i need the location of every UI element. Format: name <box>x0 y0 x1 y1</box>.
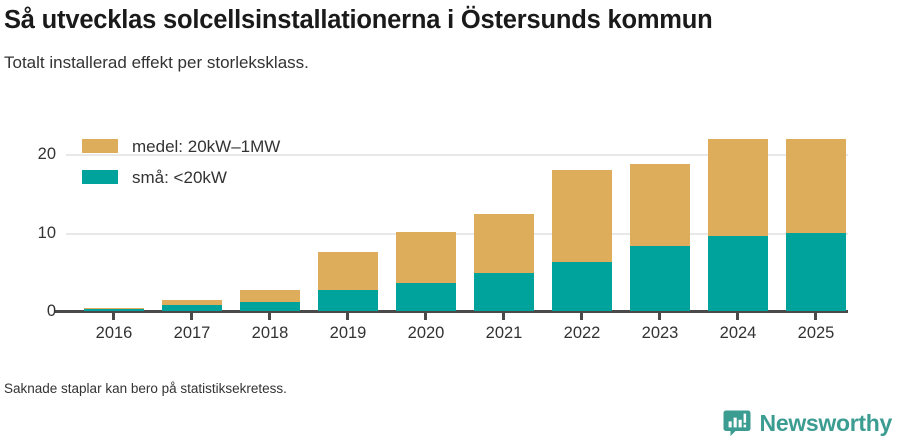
x-tick-mark-2025 <box>814 311 817 320</box>
bar-segment-medium-2020[interactable] <box>396 231 456 283</box>
bar-segment-small-2020[interactable] <box>396 282 456 311</box>
x-tick-label-2018: 2018 <box>251 324 289 342</box>
chart-header: Så utvecklas solcellsinstallationerna i … <box>0 0 900 73</box>
bar-segment-medium-2016[interactable] <box>84 307 144 309</box>
page-title: Så utvecklas solcellsinstallationerna i … <box>4 6 713 34</box>
x-tick-mark-2017 <box>190 311 193 320</box>
bar-segment-small-2017[interactable] <box>162 305 222 311</box>
x-tick-mark-2016 <box>112 311 115 320</box>
x-axis-line <box>54 310 848 313</box>
x-tick-mark-2024 <box>736 311 739 320</box>
x-tick-mark-2020 <box>424 311 427 320</box>
chart-subtitle: Totalt installerad effekt per storlekskl… <box>4 52 309 72</box>
bar-segment-medium-2017[interactable] <box>162 300 222 306</box>
legend-label-small: små: <20kW <box>132 167 227 187</box>
x-tick-label-2016: 2016 <box>95 324 133 342</box>
x-tick-label-2022: 2022 <box>563 324 601 342</box>
bar-segment-medium-2018[interactable] <box>240 289 300 302</box>
plot-grid <box>54 130 848 313</box>
x-tick-label-2019: 2019 <box>329 324 367 342</box>
bar-segment-small-2025[interactable] <box>786 233 846 311</box>
y-tick-label-10: 10 <box>37 224 56 242</box>
bar-series-container <box>66 130 848 311</box>
bar-segment-medium-2025[interactable] <box>786 139 846 234</box>
bar-segment-small-2023[interactable] <box>630 245 690 311</box>
x-tick-label-2021: 2021 <box>485 324 523 342</box>
bar-segment-small-2021[interactable] <box>474 273 534 311</box>
gridline-20 <box>66 154 848 156</box>
gridline-10 <box>66 233 848 235</box>
x-tick-label-2024: 2024 <box>719 324 757 342</box>
x-tick-mark-2021 <box>502 311 505 320</box>
bar-segment-medium-2019[interactable] <box>318 252 378 290</box>
legend-swatch-medium-icon <box>82 139 118 153</box>
x-tick-label-2025: 2025 <box>797 324 835 342</box>
x-tick-mark-2018 <box>268 311 271 320</box>
y-tick-label-0: 0 <box>46 302 56 320</box>
bar-segment-small-2024[interactable] <box>708 235 768 311</box>
bar-segment-medium-2022[interactable] <box>552 169 612 262</box>
brand-wordmark: Newsworthy <box>759 409 893 436</box>
legend-item-small[interactable]: små: <20kW <box>82 165 280 189</box>
x-tick-label-2023: 2023 <box>641 324 679 342</box>
x-axis-labels: 2016 2017 2018 2019 2020 2021 2022 2023 … <box>66 311 848 351</box>
bar-segment-medium-2021[interactable] <box>474 213 534 274</box>
legend-swatch-small-icon <box>82 170 118 184</box>
x-tick-mark-2019 <box>346 311 349 320</box>
x-tick-mark-2022 <box>580 311 583 320</box>
y-tick-label-20: 20 <box>37 145 56 163</box>
bar-segment-small-2022[interactable] <box>552 261 612 311</box>
y-axis-labels: 20 10 0 <box>0 0 60 439</box>
footnote: Saknade staplar kan bero på statistiksek… <box>4 381 287 396</box>
bar-segment-medium-2024[interactable] <box>708 139 768 236</box>
x-tick-label-2020: 2020 <box>407 324 445 342</box>
legend-item-medium[interactable]: medel: 20kW–1MW <box>82 134 280 158</box>
bar-segment-small-2018[interactable] <box>240 301 300 311</box>
chart-legend: medel: 20kW–1MW små: <20kW <box>82 134 280 196</box>
newsworthy-logo[interactable]: Newsworthy <box>723 408 892 438</box>
bar-segment-small-2019[interactable] <box>318 289 378 311</box>
bar-chart-speech-bubble-icon <box>723 409 751 437</box>
x-tick-mark-2023 <box>658 311 661 320</box>
bar-segment-medium-2023[interactable] <box>630 164 690 246</box>
legend-label-medium: medel: 20kW–1MW <box>132 136 281 156</box>
x-tick-label-2017: 2017 <box>173 324 211 342</box>
bar-segment-small-2016[interactable] <box>84 308 144 311</box>
